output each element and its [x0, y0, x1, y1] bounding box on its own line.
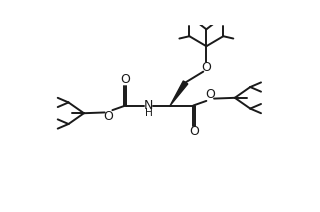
Polygon shape [170, 81, 188, 106]
Text: O: O [205, 88, 215, 101]
Text: O: O [189, 125, 199, 138]
Text: H: H [145, 108, 153, 118]
Text: N: N [144, 99, 153, 112]
Text: O: O [201, 60, 211, 74]
Text: O: O [120, 73, 130, 86]
Text: O: O [104, 110, 114, 123]
